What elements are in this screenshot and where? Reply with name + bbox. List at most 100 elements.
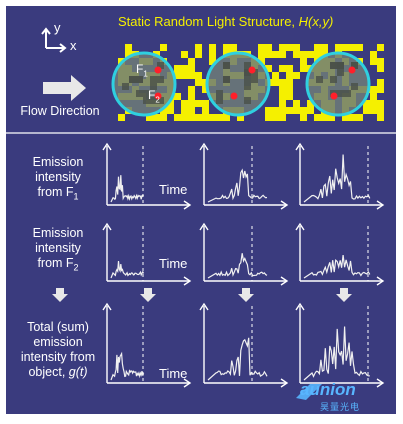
pattern-block <box>300 114 307 121</box>
plots-grid <box>102 142 385 388</box>
y-axis-label: y <box>54 20 61 35</box>
pattern-block <box>125 44 132 51</box>
watermark-brand: aunion <box>300 380 356 399</box>
pattern-block <box>307 100 314 107</box>
pattern-block <box>160 107 167 114</box>
pattern-block <box>314 44 321 51</box>
cell-circle-icon <box>111 51 177 117</box>
emission-plot <box>295 302 385 388</box>
pattern-block <box>286 86 293 93</box>
pattern-block <box>342 44 349 51</box>
f2-spot <box>330 92 338 100</box>
pattern-block <box>258 44 265 51</box>
pattern-block <box>174 65 181 72</box>
pattern-block <box>321 44 328 51</box>
pattern-block <box>188 58 195 65</box>
pattern-block <box>258 58 265 65</box>
pattern-block <box>377 86 384 93</box>
emission-plot <box>199 142 289 210</box>
pattern-block <box>335 44 342 51</box>
pattern-block <box>202 79 209 86</box>
pattern-block <box>174 72 181 79</box>
pattern-block <box>202 100 209 107</box>
pattern-block <box>153 114 160 121</box>
pattern-block <box>237 114 244 121</box>
pattern-block <box>118 114 125 121</box>
down-arrows <box>52 288 352 302</box>
pattern-block <box>286 107 293 114</box>
pattern-block <box>377 107 384 114</box>
f2-spot <box>230 92 238 100</box>
pattern-block <box>125 51 132 58</box>
pattern-block <box>377 100 384 107</box>
pattern-block <box>377 58 384 65</box>
pattern-block <box>279 107 286 114</box>
pattern-block <box>279 93 286 100</box>
pattern-block <box>265 65 272 72</box>
pattern-block <box>377 44 384 51</box>
pattern-block <box>279 51 286 58</box>
structure-title-function: H(x,y) <box>298 14 334 29</box>
pattern-block <box>300 65 307 72</box>
down-arrow-icon <box>52 288 68 302</box>
pattern-block <box>209 58 216 65</box>
pattern-block <box>307 51 314 58</box>
pattern-block <box>279 65 286 72</box>
pattern-block <box>146 114 153 121</box>
pattern-block <box>223 114 230 121</box>
pattern-block <box>223 44 230 51</box>
pattern-block <box>181 51 188 58</box>
pattern-block <box>265 44 272 51</box>
pattern-block <box>293 100 300 107</box>
row-label-f2: Emission intensity from F2 <box>32 226 84 273</box>
down-arrow-icon <box>336 288 352 302</box>
pattern-block <box>377 65 384 72</box>
emission-plot <box>102 302 192 388</box>
structure-title: Static Random Light Structure, H(x,y) <box>118 14 333 29</box>
filter-f2-label: F2 <box>148 88 160 105</box>
pattern-block <box>160 114 167 121</box>
pattern-block <box>160 44 167 51</box>
row-label-f1: Emission intensity from F1 <box>32 155 84 202</box>
time-label-row2: Time <box>159 256 188 271</box>
pattern-block <box>202 114 209 121</box>
x-axis-label: x <box>70 38 77 53</box>
pattern-block <box>279 100 286 107</box>
pattern-block <box>174 114 181 121</box>
pattern-block <box>370 100 377 107</box>
cell-circle-icon <box>205 51 271 117</box>
pattern-block <box>188 114 195 121</box>
pattern-block <box>286 72 293 79</box>
pattern-block <box>272 107 279 114</box>
pattern-block <box>181 100 188 107</box>
f1-spot <box>154 66 162 74</box>
pattern-block <box>230 44 237 51</box>
pattern-block <box>195 72 202 79</box>
watermark-logo <box>296 384 322 400</box>
pattern-block <box>293 72 300 79</box>
pattern-block <box>300 107 307 114</box>
pattern-block <box>286 65 293 72</box>
emission-plot <box>199 302 289 388</box>
pattern-block <box>202 86 209 93</box>
pattern-block <box>181 65 188 72</box>
pattern-block <box>286 93 293 100</box>
time-label-row3: Time <box>159 366 188 381</box>
pattern-block <box>370 93 377 100</box>
pattern-block <box>188 107 195 114</box>
pattern-block <box>167 107 174 114</box>
structure-title-prefix: Static Random Light Structure, <box>118 14 299 29</box>
f2-spot <box>154 92 162 100</box>
pattern-block <box>370 58 377 65</box>
pattern-block <box>370 107 377 114</box>
pattern-block <box>377 114 384 121</box>
pattern-block <box>370 51 377 58</box>
emission-plot <box>199 222 289 286</box>
pattern-block <box>272 79 279 86</box>
pattern-block <box>258 51 265 58</box>
pattern-block <box>349 44 356 51</box>
emission-plot <box>102 222 192 286</box>
pattern-block <box>216 114 223 121</box>
pattern-block <box>181 72 188 79</box>
